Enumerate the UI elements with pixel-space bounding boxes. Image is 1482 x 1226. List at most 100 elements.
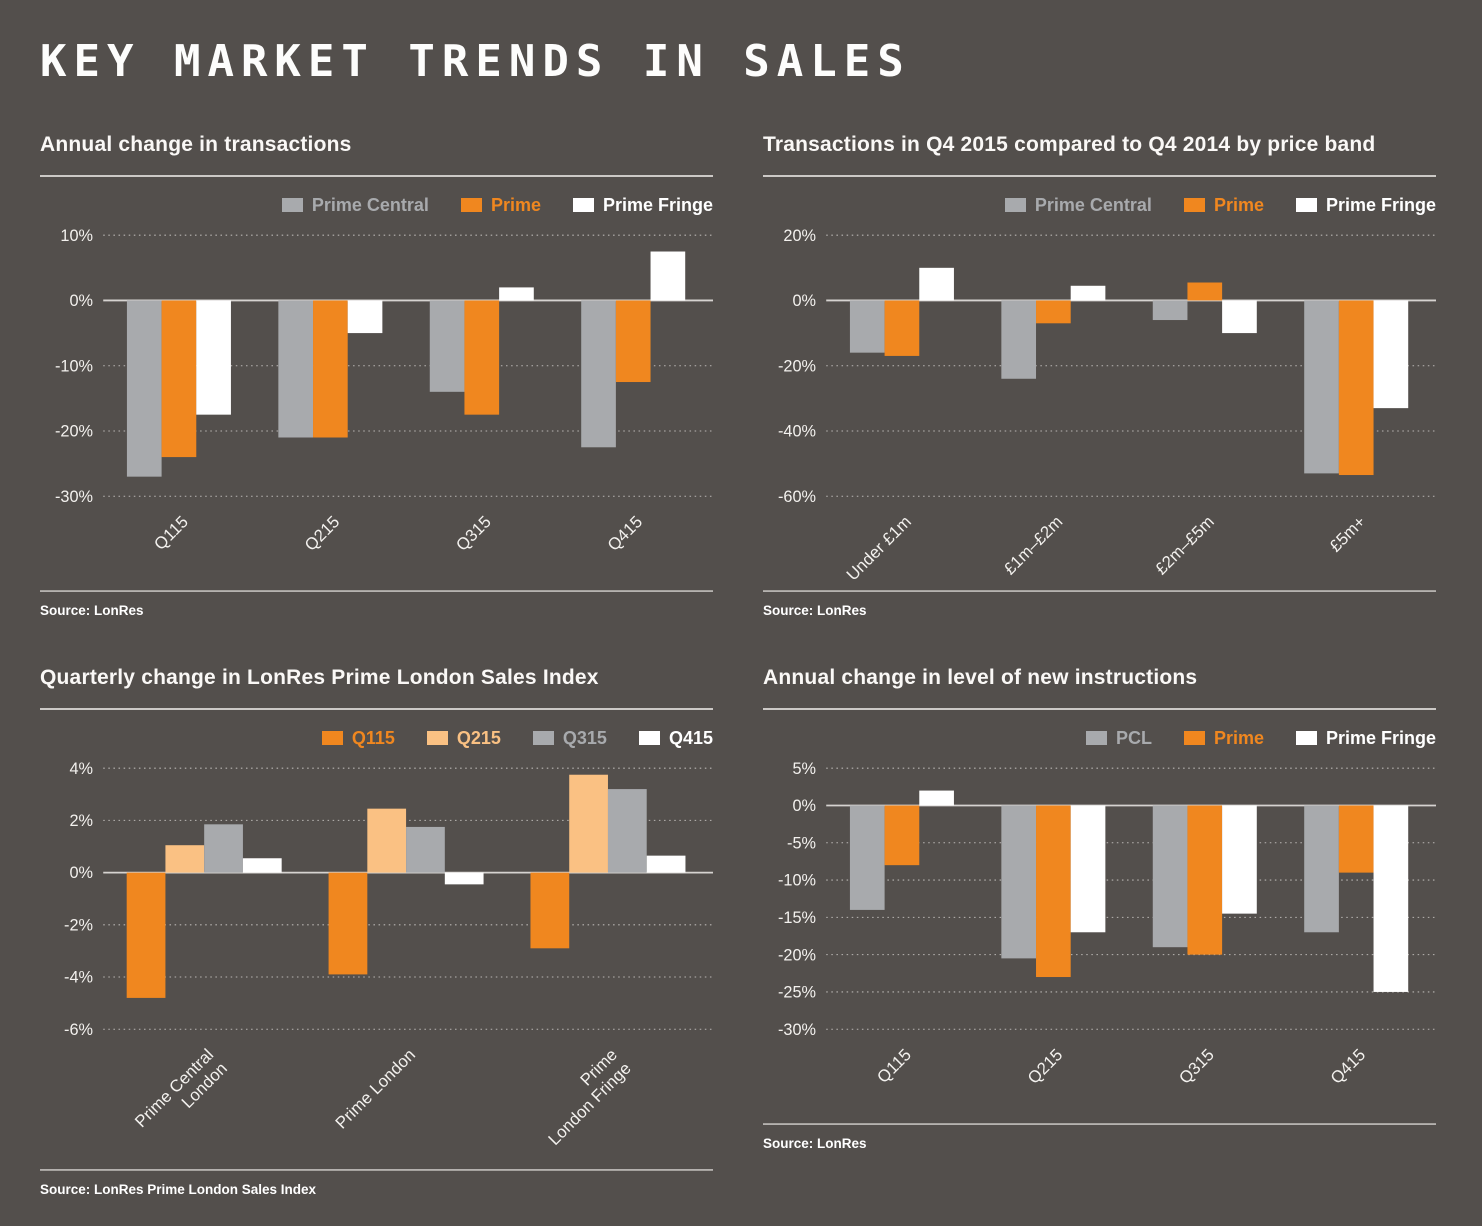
chart-legend: PCL Prime Prime Fringe bbox=[763, 722, 1436, 754]
bar-prime-fringe-q215 bbox=[1070, 805, 1106, 933]
x-category-label: £5m+ bbox=[1326, 512, 1370, 556]
bar-q115-prime-central-london bbox=[126, 872, 166, 999]
legend-item-q115: Q115 bbox=[321, 728, 395, 749]
svg-text:Q115: Q115 bbox=[873, 1045, 915, 1087]
x-category-label: Under £1m bbox=[843, 512, 915, 584]
y-tick-label: 0% bbox=[69, 864, 93, 882]
x-category-label: £1m–£2m bbox=[1000, 512, 1066, 578]
legend-item-q415: Q415 bbox=[638, 727, 713, 749]
legend-item-q215: Q215 bbox=[426, 728, 501, 749]
legend-item-q315: Q315 bbox=[532, 727, 607, 749]
bar-prime-central-5m bbox=[1304, 300, 1339, 474]
legend-swatch-prime-fringe bbox=[572, 198, 594, 212]
bar-q415-prime-central-london bbox=[242, 858, 282, 873]
svg-text:£1m–£2m: £1m–£2m bbox=[1000, 512, 1066, 578]
y-tick-label: -15% bbox=[778, 909, 816, 927]
source-note: Source: LonRes bbox=[763, 603, 867, 619]
title-divider bbox=[40, 708, 713, 711]
bar-prime-fringe-q315 bbox=[1222, 805, 1257, 914]
legend-swatch-prime bbox=[1183, 731, 1205, 746]
legend-item-prime: Prime bbox=[1183, 728, 1264, 749]
svg-text:PrimeLondon Fringe: PrimeLondon Fringe bbox=[531, 1045, 635, 1149]
legend-swatch-q215 bbox=[426, 731, 448, 746]
chart-legend: Q115 Q215 Q315 Q415 bbox=[40, 722, 713, 754]
legend-label-prime-central: Prime Central bbox=[1034, 194, 1152, 215]
bar-prime-central-q315 bbox=[429, 300, 465, 392]
bar-pcl-q415 bbox=[1304, 805, 1339, 933]
bar-prime-fringe-under-1m bbox=[919, 267, 954, 301]
bar-pcl-q115 bbox=[849, 805, 885, 911]
y-tick-label: 4% bbox=[69, 760, 93, 778]
y-tick-label: -2% bbox=[64, 917, 93, 935]
bar-prime-q215 bbox=[313, 300, 348, 438]
y-tick-label: -6% bbox=[64, 1021, 93, 1039]
bar-q215-prime-london bbox=[367, 808, 407, 873]
legend-item-prime: Prime bbox=[1183, 194, 1264, 216]
chart-canvas: 10% 0% -10% -20% -30% Q115 Q215 Q315 Q415 bbox=[40, 227, 713, 592]
title-divider bbox=[40, 175, 713, 177]
y-tick-label: -30% bbox=[778, 1021, 816, 1039]
bar-q215-prime-central-london bbox=[165, 845, 205, 873]
bar-prime-fringe-5m bbox=[1373, 300, 1409, 409]
bar-prime-1m-2m bbox=[1036, 300, 1071, 324]
svg-text:Q115: Q115 bbox=[150, 512, 192, 554]
title-divider bbox=[763, 708, 1436, 711]
legend-label-prime: Prime bbox=[1213, 194, 1264, 215]
legend-swatch-q415 bbox=[638, 731, 660, 746]
chart-transactions-by-price-band: Transactions in Q4 2015 compared to Q4 2… bbox=[763, 133, 1436, 618]
bar-prime-fringe-q115 bbox=[196, 300, 231, 415]
bar-prime-central-q415 bbox=[581, 300, 616, 448]
bar-prime-fringe-q415 bbox=[650, 251, 686, 301]
bar-prime-under-1m bbox=[884, 300, 920, 356]
bar-prime-q115 bbox=[884, 805, 920, 866]
chart-legend: Prime Central Prime Prime Fringe bbox=[40, 189, 713, 221]
legend-item-prime: Prime bbox=[460, 195, 541, 216]
chart-title: Transactions in Q4 2015 compared to Q4 2… bbox=[763, 133, 1376, 156]
source-note: Source: LonRes bbox=[40, 603, 144, 619]
bar-prime-central-2m-5m bbox=[1152, 300, 1188, 321]
svg-text:Prime London: Prime London bbox=[332, 1045, 419, 1132]
legend-item-pcl: PCL bbox=[1085, 728, 1152, 749]
bar-prime-fringe-q415 bbox=[1373, 805, 1409, 993]
svg-text:Q315: Q315 bbox=[452, 512, 495, 555]
legend-label-q415: Q415 bbox=[668, 727, 713, 748]
source-note: Source: LonRes bbox=[763, 1136, 867, 1152]
chart-title: Quarterly change in LonRes Prime London … bbox=[40, 666, 599, 690]
y-tick-label: 20% bbox=[783, 227, 816, 245]
bar-q315-prime-central-london bbox=[204, 824, 243, 873]
legend-swatch-prime bbox=[460, 198, 482, 212]
chart-canvas: 20% 0% -20% -40% -60% Under £1m £1m–£2m £2m–£5m… bbox=[763, 227, 1436, 592]
y-tick-label: 2% bbox=[69, 812, 93, 830]
y-tick-label: -5% bbox=[787, 834, 816, 852]
x-category-label: Q115 bbox=[150, 512, 192, 554]
bar-prime-q315 bbox=[1187, 805, 1223, 955]
svg-text:Q315: Q315 bbox=[1175, 1045, 1218, 1088]
y-tick-label: -60% bbox=[778, 488, 816, 506]
y-tick-label: -25% bbox=[778, 984, 816, 1002]
bar-prime-2m-5m bbox=[1187, 282, 1223, 301]
svg-text:Q415: Q415 bbox=[604, 512, 647, 555]
y-tick-label: -40% bbox=[778, 423, 816, 441]
y-tick-label: -4% bbox=[64, 969, 93, 987]
bar-prime-central-1m-2m bbox=[1001, 300, 1037, 379]
x-category-label: Q215 bbox=[1024, 1045, 1067, 1088]
bar-prime-5m bbox=[1338, 300, 1374, 476]
bar-prime-central-under-1m bbox=[849, 300, 885, 353]
legend-item-prime-fringe: Prime Fringe bbox=[1295, 728, 1436, 749]
bar-q315-prime-london bbox=[406, 827, 445, 873]
y-tick-label: -20% bbox=[55, 423, 93, 441]
bar-prime-fringe-q315 bbox=[499, 287, 534, 301]
y-tick-label: -10% bbox=[778, 872, 816, 890]
bar-prime-central-q215 bbox=[278, 300, 314, 438]
legend-swatch-prime-central bbox=[1004, 198, 1026, 212]
legend-label-q315: Q315 bbox=[562, 727, 607, 748]
x-category-label: Q415 bbox=[1327, 1045, 1370, 1088]
legend-item-prime-fringe: Prime Fringe bbox=[1295, 195, 1436, 216]
x-category-label: Q215 bbox=[301, 512, 344, 555]
legend-label-prime-fringe: Prime Fringe bbox=[602, 194, 713, 215]
chart-annual-change-new-instructions: Annual change in level of new instructio… bbox=[763, 666, 1436, 1197]
y-tick-label: -30% bbox=[55, 488, 93, 506]
svg-text:Under £1m: Under £1m bbox=[843, 512, 915, 584]
x-category-label: Prime London bbox=[332, 1045, 419, 1132]
